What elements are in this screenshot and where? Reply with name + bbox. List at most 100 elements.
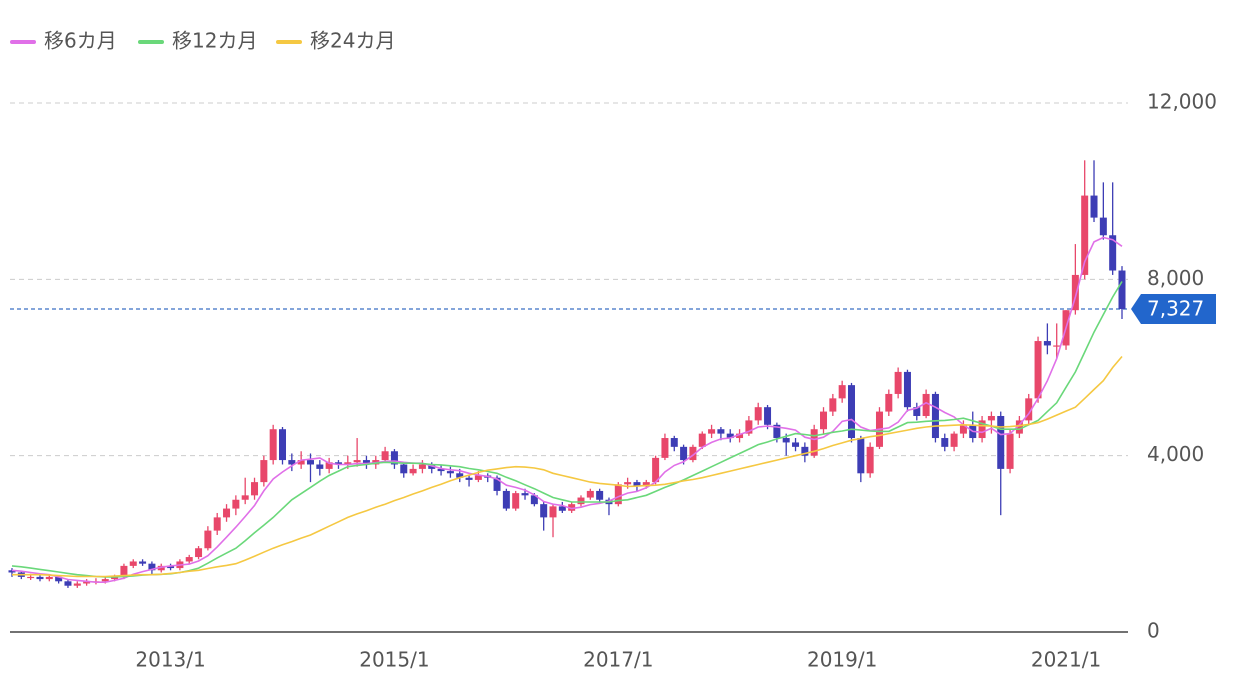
legend-label: 移12カ月	[172, 29, 257, 53]
candle-body	[390, 451, 398, 465]
candle-body	[474, 475, 482, 480]
candle-body	[8, 570, 16, 573]
candle-body	[306, 460, 314, 465]
candle-body	[512, 493, 520, 509]
candle-body	[73, 583, 81, 586]
candle-body	[111, 576, 119, 580]
candle-body	[829, 398, 837, 412]
candle-body	[269, 429, 277, 461]
candle-body	[558, 506, 566, 511]
candle-body	[810, 429, 818, 456]
candle-body	[251, 482, 259, 496]
candle-body	[223, 508, 231, 518]
candle-body	[754, 407, 762, 421]
candle-body	[344, 462, 352, 465]
candle-body	[213, 517, 221, 531]
candle-body	[1071, 274, 1079, 311]
candle-body	[652, 457, 660, 483]
candle-body	[764, 407, 772, 425]
candle-body	[204, 530, 212, 549]
candle-body	[157, 565, 165, 571]
x-tick-label: 2013/1	[135, 648, 205, 672]
last-price-label: 7,327	[1147, 297, 1204, 321]
candle-body	[1006, 433, 1014, 469]
candle-body	[1109, 235, 1117, 271]
candle-body	[931, 393, 939, 439]
candle-body	[568, 504, 576, 511]
candle-body	[773, 424, 781, 439]
candle-body	[1053, 345, 1061, 347]
candle-body	[45, 576, 53, 580]
candle-body	[698, 433, 706, 447]
candle-body	[428, 464, 436, 469]
ma-line	[12, 355, 1123, 578]
candle-body	[232, 499, 240, 509]
ma-line	[11, 236, 1123, 583]
candle-body	[1043, 341, 1051, 346]
candle-body	[334, 462, 342, 465]
legend-label: 移24カ月	[310, 29, 395, 53]
candle-body	[139, 561, 147, 564]
candle-body	[521, 493, 529, 496]
candle-body	[456, 473, 464, 478]
candle-body	[288, 460, 296, 465]
last-price-tag: 7,327	[1131, 294, 1216, 325]
y-tick-label: 4,000	[1147, 442, 1204, 466]
candle-body	[502, 490, 510, 509]
candle-body	[866, 446, 874, 474]
candle-body	[847, 385, 855, 439]
y-tick-label: 12,000	[1147, 90, 1217, 114]
candle-body	[446, 471, 454, 474]
candle-body	[689, 446, 697, 461]
candle-body	[642, 482, 650, 487]
candle-body	[997, 415, 1005, 469]
candle-body	[708, 429, 716, 434]
candle-body	[913, 407, 921, 416]
candle-body	[922, 393, 930, 416]
candle-body	[820, 411, 828, 430]
candle-body	[493, 477, 501, 491]
candle-body	[36, 576, 44, 580]
candle-body	[978, 420, 986, 439]
candle-body	[680, 446, 688, 461]
candle-body	[801, 446, 809, 456]
candle-body	[857, 438, 865, 474]
candle-body	[409, 468, 417, 474]
candle-body	[1025, 398, 1033, 421]
candle-body	[381, 451, 389, 461]
candle-body	[437, 468, 445, 472]
candle-body	[27, 576, 35, 579]
y-tick-label: 0	[1147, 619, 1160, 643]
candle-body	[624, 482, 632, 485]
candle-body	[465, 477, 473, 480]
candle-body	[586, 490, 594, 498]
candle-body	[1118, 270, 1126, 310]
candle-body	[661, 438, 669, 458]
tag-shape	[1131, 294, 1216, 325]
candle-body	[894, 371, 902, 394]
candle-body	[736, 433, 744, 439]
candle-body	[241, 495, 249, 500]
candle-body	[577, 497, 585, 505]
candle-body	[633, 482, 641, 487]
candle-body	[185, 557, 193, 562]
candle-body	[726, 433, 734, 439]
candle-body	[418, 464, 426, 469]
candle-body	[101, 579, 109, 582]
candle-body	[120, 565, 128, 577]
candle-body	[353, 460, 361, 463]
y-tick-label: 8,000	[1147, 266, 1204, 290]
candle-body	[148, 563, 156, 571]
candle-body	[1099, 217, 1107, 236]
legend-label: 移6カ月	[44, 29, 117, 53]
x-tick-label: 2019/1	[807, 648, 877, 672]
candle-body	[400, 464, 408, 474]
candle-body	[614, 484, 622, 505]
candle-body	[885, 393, 893, 412]
candle-body	[260, 460, 268, 483]
x-tick-label: 2021/1	[1031, 648, 1101, 672]
candle-body	[129, 561, 137, 566]
candle-body	[549, 506, 557, 518]
candle-body	[941, 438, 949, 447]
